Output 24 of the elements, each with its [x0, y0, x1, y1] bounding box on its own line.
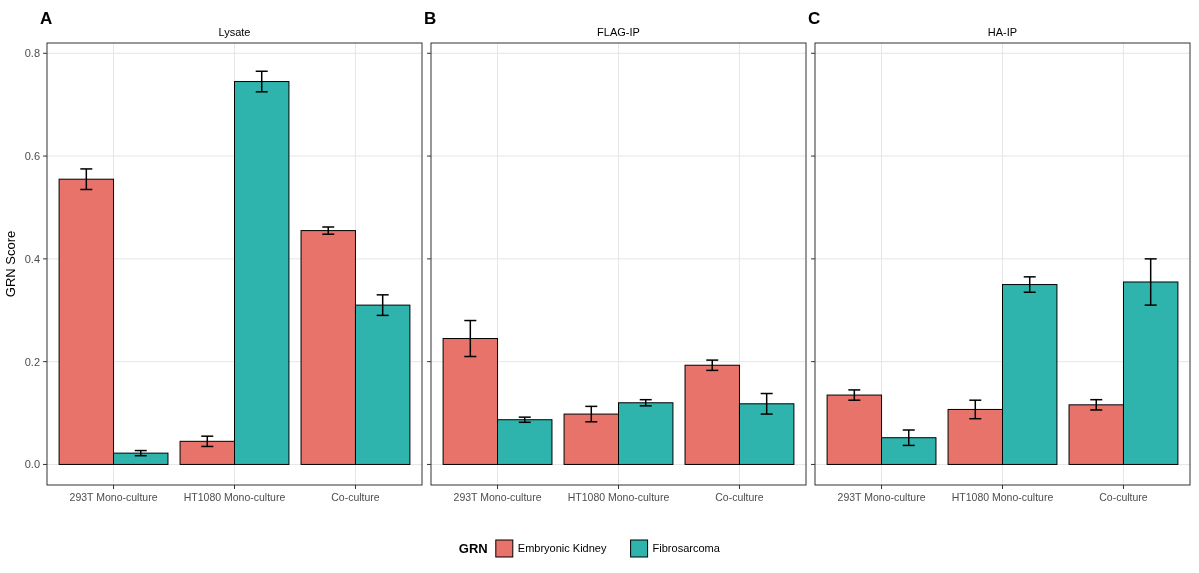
x-tick-label: HT1080 Mono-culture — [183, 491, 286, 503]
chart-title: B — [424, 9, 437, 28]
x-tick-label: Co-culture — [715, 491, 764, 503]
y-tick-label: 0.6 — [24, 149, 40, 162]
y-tick-label: 0.2 — [24, 355, 40, 368]
y-axis-title: GRN Score — [3, 230, 18, 298]
x-tick-label: 293T Mono-culture — [69, 491, 158, 503]
x-tick-label: 293T Mono-culture — [837, 491, 926, 503]
x-tick-label: 293T Mono-culture — [453, 491, 542, 503]
x-tick-label: Co-culture — [331, 491, 380, 503]
x-tick-label: HT1080 Mono-culture — [567, 491, 670, 503]
x-tick-label: Co-culture — [1099, 491, 1148, 503]
legend-title: GRN — [458, 541, 488, 556]
y-tick-label: 0.0 — [24, 458, 40, 471]
y-tick-label: 0.4 — [24, 252, 40, 265]
y-tick-label: 0.8 — [24, 47, 40, 60]
legend-label: Embryonic Kidney — [517, 542, 607, 554]
chart-subtitle: FLAG-IP — [597, 26, 640, 38]
x-tick-label: HT1080 Mono-culture — [951, 491, 1054, 503]
chart-title: C — [808, 9, 821, 28]
chart-subtitle: HA-IP — [987, 26, 1018, 38]
legend-label: Fibrosarcoma — [652, 542, 721, 554]
chart-title: A — [40, 9, 53, 28]
chart-subtitle: Lysate — [218, 26, 251, 38]
